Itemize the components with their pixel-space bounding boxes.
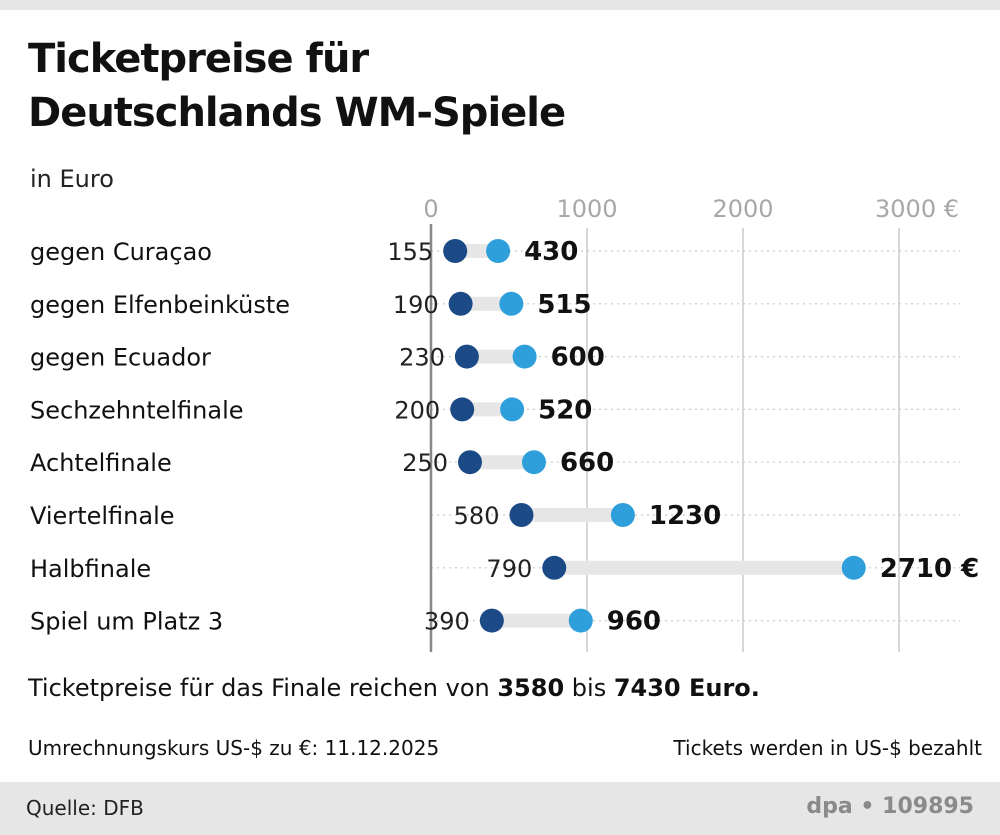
category-label: Sechzehntelfinale [30, 396, 244, 424]
top-band [0, 0, 1000, 10]
max-value-label: 520 [538, 395, 592, 425]
max-dot [841, 555, 866, 580]
tick-label: 0 [423, 195, 438, 223]
max-dot [499, 291, 524, 316]
note-high: 7430 Euro. [613, 674, 760, 702]
max-dot [521, 450, 546, 475]
min-value-label: 155 [387, 238, 433, 266]
title-line-2: Deutschlands WM-Spiele [28, 90, 566, 136]
source-label: Quelle: DFB [26, 796, 144, 820]
note-low: 3580 [497, 674, 565, 702]
max-dot [512, 344, 537, 369]
title-line-1: Ticketpreise für [28, 36, 369, 82]
max-value-label: 960 [607, 607, 661, 637]
max-value-label: 430 [524, 237, 578, 267]
min-value-label: 580 [454, 502, 500, 530]
final-price-note: Ticketpreise für das Finale reichen von … [28, 674, 760, 702]
min-dot [542, 555, 567, 580]
min-value-label: 390 [424, 608, 470, 636]
min-dot [450, 397, 475, 422]
min-dot [448, 291, 473, 316]
note-before: Ticketpreise für das Finale reichen von [28, 674, 498, 702]
max-value-label: 600 [551, 343, 605, 373]
min-value-label: 200 [394, 396, 440, 424]
min-dot [454, 344, 479, 369]
category-label: Spiel um Platz 3 [30, 608, 223, 636]
min-dot [443, 239, 468, 263]
min-value-label: 790 [486, 555, 532, 583]
category-label: Achtelfinale [30, 449, 172, 477]
footer-bar: Quelle: DFB dpa • 109895 [0, 782, 1000, 835]
min-value-label: 190 [393, 291, 439, 319]
max-dot [568, 608, 593, 633]
note-mid: bis [564, 674, 614, 702]
max-value-label: 2710 € [880, 554, 980, 584]
tick-label: 3000 € [875, 195, 959, 223]
max-dot [486, 239, 511, 263]
category-label: gegen Curaçao [30, 238, 212, 266]
dumbbell-chart: 0 1000 2000 3000 € gegen Curaçao 155 430 gegen … [30, 195, 980, 652]
max-value-label: 1230 [649, 501, 721, 531]
min-dot [479, 608, 504, 633]
max-dot [610, 503, 635, 527]
max-value-label: 515 [537, 290, 591, 320]
min-value-label: 250 [402, 449, 448, 477]
category-label: Halbfinale [30, 555, 151, 583]
category-label: Viertelfinale [30, 502, 175, 530]
chart-title: Ticketpreise für Deutschlands WM-Spiele [28, 32, 566, 140]
max-dot [500, 397, 525, 422]
max-value-label: 660 [560, 448, 614, 478]
unit-subtitle: in Euro [30, 165, 114, 193]
category-label: gegen Ecuador [30, 344, 211, 372]
exchange-rate-note: Umrechnungskurs US-$ zu €: 11.12.2025 [28, 736, 440, 760]
tick-label: 2000 [712, 195, 773, 223]
min-dot [458, 450, 482, 475]
credit-label: dpa • 109895 [806, 794, 974, 819]
category-label: gegen Elfenbeinküste [30, 291, 290, 319]
min-value-label: 230 [399, 344, 445, 372]
min-dot [509, 503, 534, 527]
tick-label: 1000 [556, 195, 617, 223]
payment-note: Tickets werden in US-$ bezahlt [673, 736, 982, 760]
